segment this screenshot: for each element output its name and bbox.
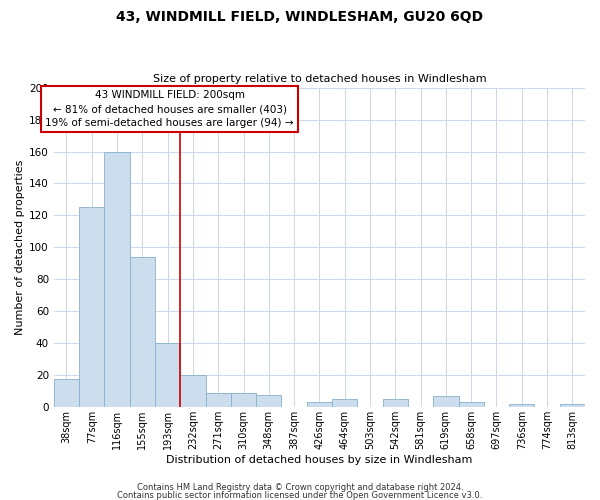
Bar <box>256 394 281 407</box>
X-axis label: Distribution of detached houses by size in Windlesham: Distribution of detached houses by size … <box>166 455 473 465</box>
Bar <box>560 404 585 407</box>
Bar <box>433 396 458 407</box>
Bar <box>206 393 231 407</box>
Text: Contains HM Land Registry data © Crown copyright and database right 2024.: Contains HM Land Registry data © Crown c… <box>137 484 463 492</box>
Bar <box>383 400 408 407</box>
Bar <box>54 378 79 408</box>
Bar <box>307 402 332 407</box>
Bar <box>458 402 484 407</box>
Title: Size of property relative to detached houses in Windlesham: Size of property relative to detached ho… <box>152 74 486 84</box>
Y-axis label: Number of detached properties: Number of detached properties <box>15 160 25 335</box>
Bar <box>332 400 358 407</box>
Bar <box>130 257 155 408</box>
Text: Contains public sector information licensed under the Open Government Licence v3: Contains public sector information licen… <box>118 490 482 500</box>
Bar <box>155 344 180 407</box>
Bar <box>180 376 206 408</box>
Bar <box>509 404 535 407</box>
Bar <box>231 393 256 407</box>
Text: 43 WINDMILL FIELD: 200sqm
← 81% of detached houses are smaller (403)
19% of semi: 43 WINDMILL FIELD: 200sqm ← 81% of detac… <box>45 90 294 128</box>
Bar <box>104 152 130 408</box>
Bar <box>79 208 104 408</box>
Text: 43, WINDMILL FIELD, WINDLESHAM, GU20 6QD: 43, WINDMILL FIELD, WINDLESHAM, GU20 6QD <box>116 10 484 24</box>
